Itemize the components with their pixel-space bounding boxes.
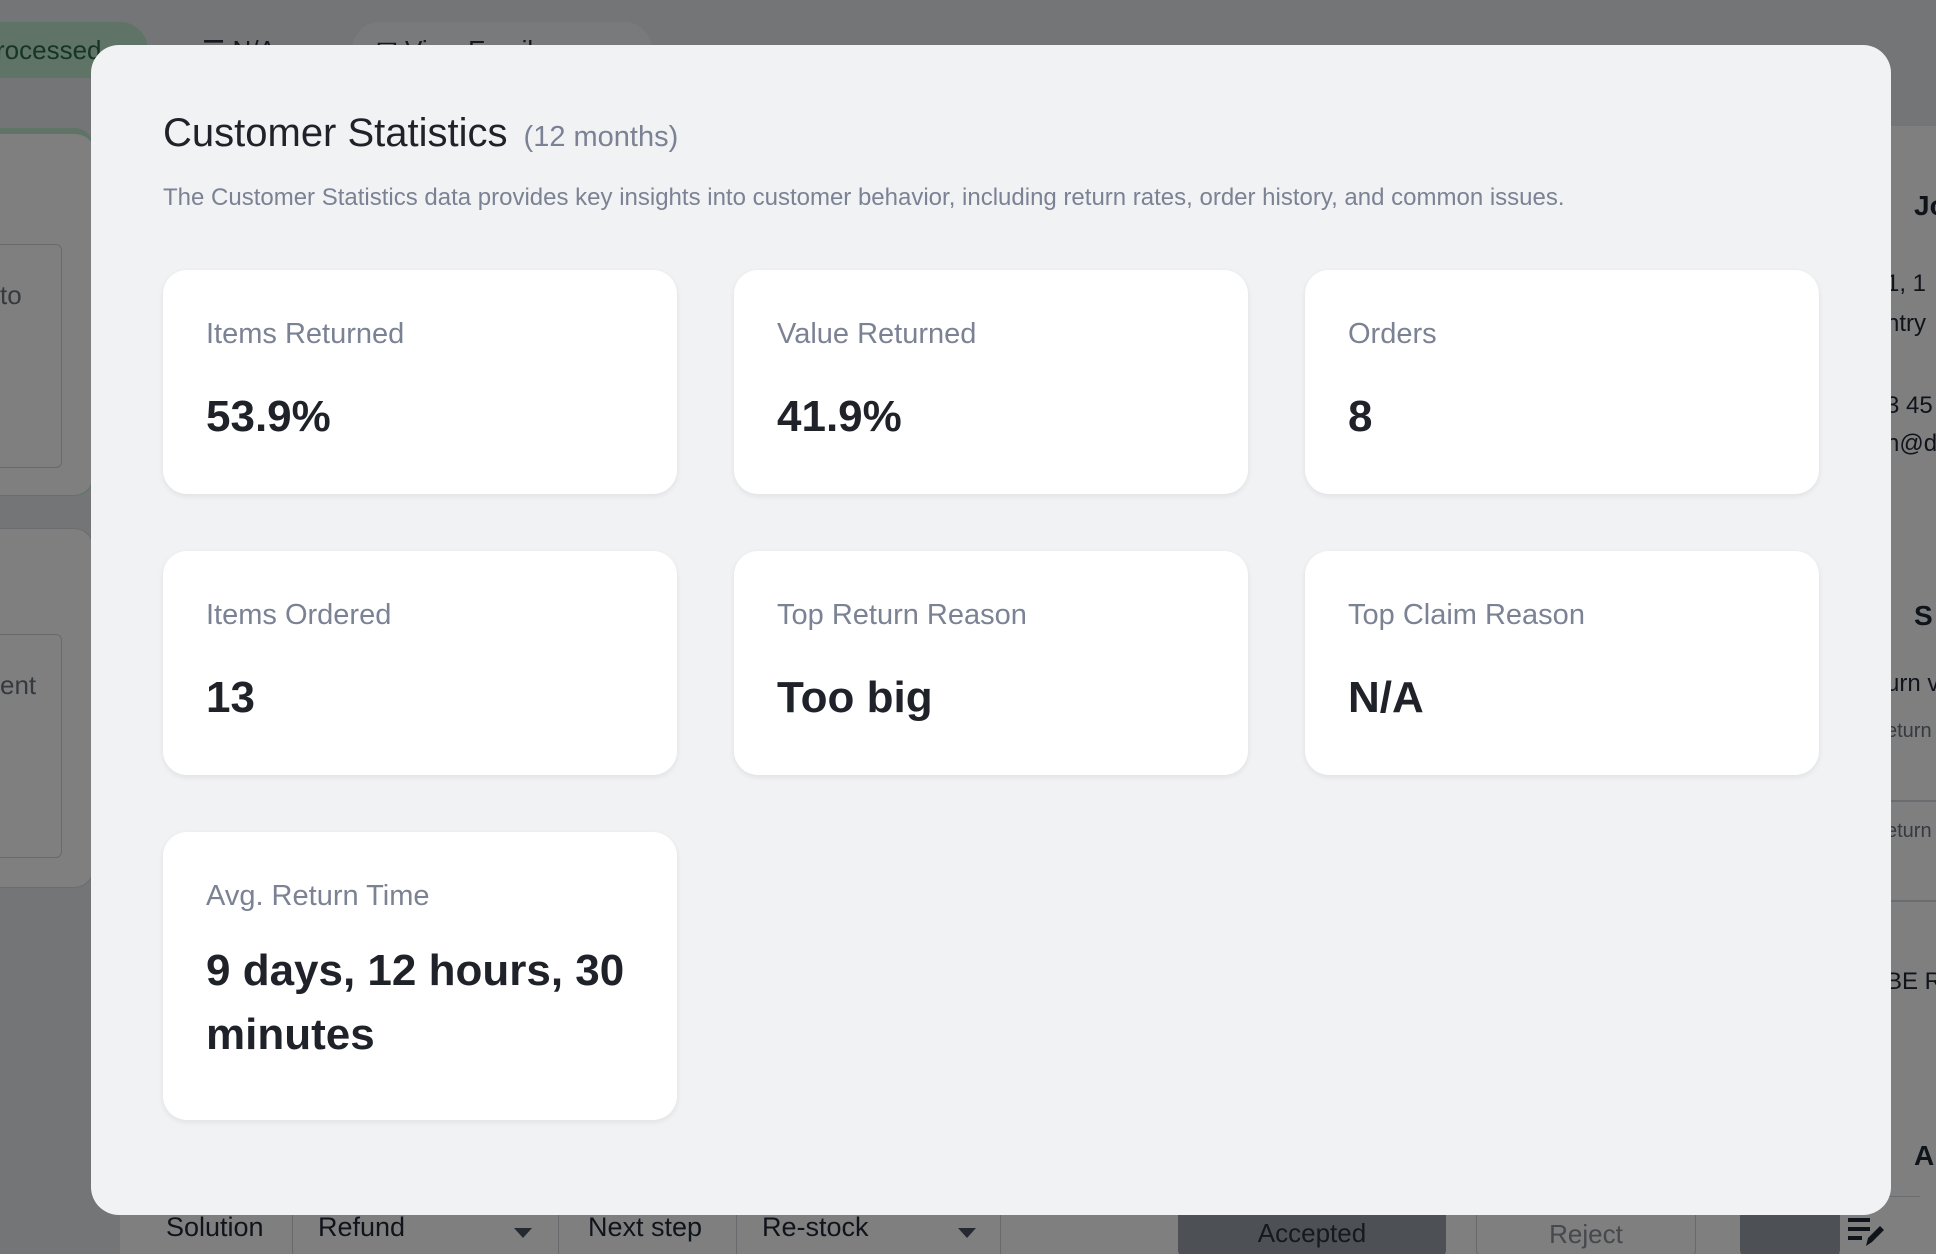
stat-value: Too big <box>777 673 933 722</box>
customer-statistics-modal: Customer Statistics (12 months) The Cust… <box>91 45 1891 1215</box>
stat-card-items-returned: Items Returned 53.9% <box>163 270 677 494</box>
stats-grid: Items Returned 53.9% Value Returned 41.9… <box>163 270 1819 1120</box>
stat-value: 53.9% <box>206 392 331 441</box>
stat-card-top-return-reason: Top Return Reason Too big <box>734 551 1248 775</box>
stat-value: 8 <box>1348 392 1373 441</box>
stat-label: Top Return Reason <box>777 599 1027 631</box>
stat-label: Items Returned <box>206 318 405 350</box>
stat-label: Avg. Return Time <box>206 880 430 912</box>
stat-value: N/A <box>1348 673 1424 722</box>
stat-label: Top Claim Reason <box>1348 599 1585 631</box>
period-label: (12 months) <box>523 121 679 153</box>
stat-value: 13 <box>206 673 255 722</box>
stat-label: Value Returned <box>777 318 977 350</box>
stat-label: Items Ordered <box>206 599 392 631</box>
stat-card-avg-return-time: Avg. Return Time 9 days, 12 hours, 30 mi… <box>163 832 677 1120</box>
modal-header: Customer Statistics (12 months) <box>163 111 1819 156</box>
stat-value: 41.9% <box>777 392 902 441</box>
stat-card-items-ordered: Items Ordered 13 <box>163 551 677 775</box>
stat-card-orders: Orders 8 <box>1305 270 1819 494</box>
stat-value: 9 days, 12 hours, 30 minutes <box>206 946 625 1059</box>
stat-label: Orders <box>1348 318 1437 350</box>
stat-card-top-claim-reason: Top Claim Reason N/A <box>1305 551 1819 775</box>
modal-title: Customer Statistics <box>163 111 508 155</box>
modal-description: The Customer Statistics data provides ke… <box>163 184 1565 211</box>
stat-card-value-returned: Value Returned 41.9% <box>734 270 1248 494</box>
